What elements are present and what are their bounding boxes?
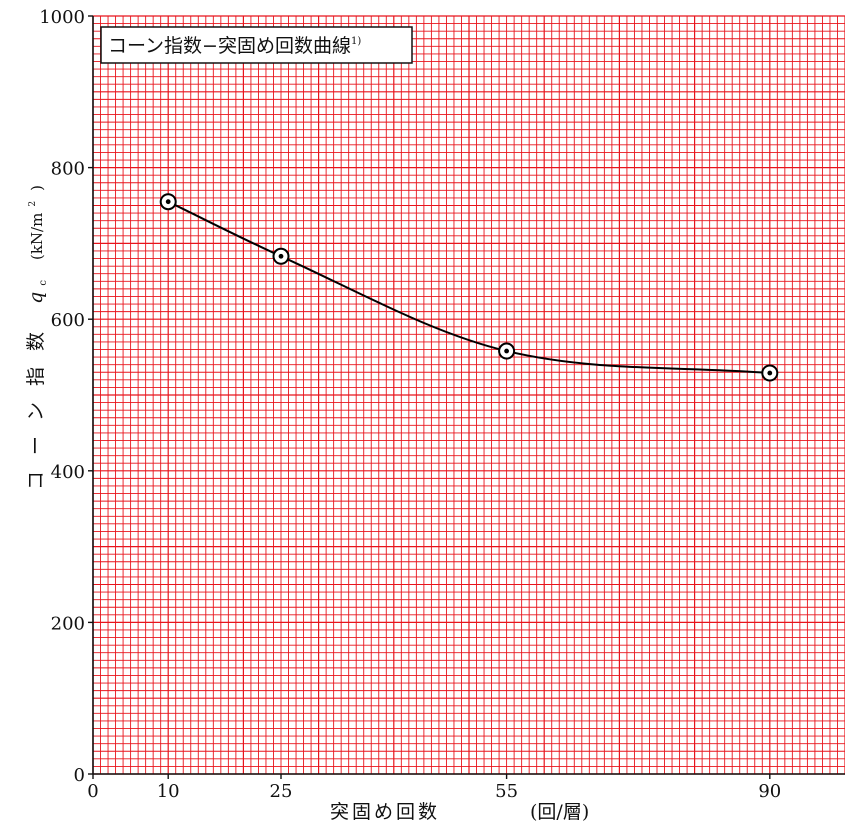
y-axis-unit-power: 2 bbox=[28, 201, 38, 207]
y-tick-label: 1000 bbox=[39, 7, 85, 28]
y-axis-title: コーン指数 q c (kN/m 2 ) bbox=[18, 185, 51, 490]
y-axis-unit-close: ) bbox=[28, 185, 46, 191]
data-point-center bbox=[165, 199, 171, 205]
title-box-frame bbox=[100, 26, 413, 64]
y-axis-label: コーン指数 bbox=[25, 316, 47, 490]
y-tick-label: 800 bbox=[51, 159, 85, 180]
x-tick-label: 10 bbox=[157, 781, 180, 802]
data-point-center bbox=[278, 253, 284, 259]
y-tick-label: 0 bbox=[74, 765, 85, 786]
y-axis-symbol-subscript: c bbox=[38, 280, 49, 286]
x-tick-label: 25 bbox=[270, 781, 293, 802]
y-tick-label: 400 bbox=[51, 462, 85, 483]
y-axis-unit: (kN/m bbox=[28, 213, 46, 260]
data-point-center bbox=[504, 348, 509, 354]
x-axis-title: 突固め回数 (回/層) bbox=[330, 801, 589, 823]
chart-title-text: コーン指数−突固め回数曲線 bbox=[108, 35, 351, 57]
y-axis-symbol: q bbox=[25, 292, 47, 304]
series-line bbox=[167, 200, 770, 375]
chart-title-box: コーン指数−突固め回数曲線1) bbox=[100, 26, 413, 64]
x-tick-label: 90 bbox=[758, 781, 781, 802]
plot-frame bbox=[92, 16, 845, 775]
axis-ticks: 0 200 400 600 800 1000 0 10 25 55 90 bbox=[39, 7, 781, 802]
x-axis-unit: (回/層) bbox=[530, 801, 589, 823]
x-tick-label: 0 bbox=[87, 781, 98, 802]
y-tick-label: 200 bbox=[51, 613, 85, 634]
x-tick-label: 55 bbox=[495, 781, 518, 802]
data-point-center bbox=[767, 370, 773, 376]
chart-title-note: 1) bbox=[351, 36, 361, 47]
plot-grid bbox=[92, 15, 845, 775]
svg-text:コーン指数 q c (k: コーン指数 q c (kN/m 2 ) bbox=[18, 185, 51, 490]
data-series bbox=[159, 193, 779, 382]
y-tick-label: 600 bbox=[51, 310, 85, 331]
chart-title: コーン指数−突固め回数曲線1) bbox=[108, 35, 361, 57]
x-axis-label: 突固め回数 bbox=[330, 801, 440, 823]
